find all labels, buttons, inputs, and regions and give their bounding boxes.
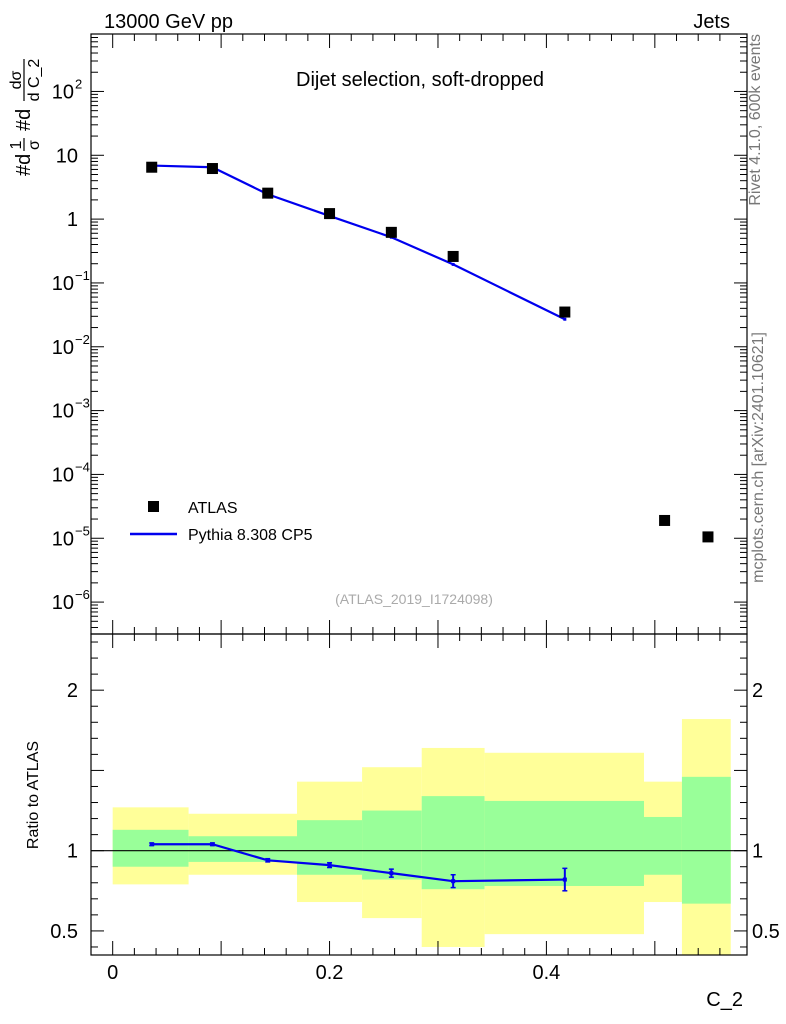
ratio-frame bbox=[90, 633, 748, 956]
ratio-point-2 bbox=[265, 858, 270, 863]
y-label-part-num2: dσ bbox=[8, 70, 25, 89]
x-tick-label: 0.2 bbox=[316, 962, 344, 984]
y-tick-label: 10 bbox=[56, 145, 78, 167]
ratio-point-1 bbox=[210, 842, 215, 847]
y-tick-label-exponent: 2 bbox=[75, 76, 82, 91]
y-tick-label: 1 bbox=[67, 209, 78, 231]
atlas-point-8 bbox=[702, 531, 714, 543]
mcplots-label: mcplots.cern.ch [arXiv:2401.10621] bbox=[750, 332, 767, 583]
y-label-part-n1: #d bbox=[13, 154, 35, 176]
x-tick-label: 0 bbox=[107, 962, 118, 984]
atlas-point-6 bbox=[559, 306, 571, 318]
atlas-point-0 bbox=[146, 161, 158, 173]
ratio-plot-marks bbox=[91, 842, 747, 892]
main-plot-marks bbox=[146, 161, 714, 543]
y-tick-label-exponent: −6 bbox=[75, 587, 90, 602]
legend-marker-atlas bbox=[148, 501, 159, 512]
y-label-part-den2: d C_2 bbox=[26, 59, 43, 102]
y-tick-label: 10 bbox=[52, 273, 74, 295]
plot-title: Dijet selection, soft-dropped bbox=[296, 69, 544, 91]
pythia-point-5 bbox=[451, 262, 455, 266]
ratio-y-axis-label: Ratio to ATLAS bbox=[25, 741, 42, 849]
y-tick-label: 10 bbox=[52, 337, 74, 359]
ratio-y-tick-label-left: 0.5 bbox=[50, 921, 78, 943]
ratio-bands bbox=[112, 719, 731, 955]
y-label-part-d1: σ bbox=[26, 140, 43, 150]
legend: ATLAS Pythia 8.308 CP5 bbox=[130, 500, 313, 544]
y-tick-label: 10 bbox=[52, 592, 74, 614]
ratio-y-tick-label-left: 1 bbox=[67, 841, 78, 863]
analysis-tag: (ATLAS_2019_I1724098) bbox=[335, 591, 493, 607]
ratio-point-5 bbox=[451, 879, 456, 884]
stat-uncertainty-band-4 bbox=[421, 796, 485, 890]
ratio-point-4 bbox=[389, 871, 394, 876]
energy-label: 13000 GeV pp bbox=[104, 11, 233, 33]
ratio-y-tick-label-left: 2 bbox=[67, 680, 78, 702]
rivet-label: Rivet 4.1.0, 600k events bbox=[747, 34, 764, 206]
y-tick-label-exponent: −5 bbox=[75, 523, 90, 538]
atlas-point-7 bbox=[659, 514, 671, 526]
process-label: Jets bbox=[693, 11, 730, 33]
y-tick-label: 10 bbox=[52, 528, 74, 550]
pythia-point-6 bbox=[563, 317, 567, 321]
stat-uncertainty-band-6 bbox=[643, 816, 682, 875]
ratio-point-6 bbox=[562, 877, 567, 882]
y-tick-label: 10 bbox=[52, 464, 74, 486]
legend-label-atlas: ATLAS bbox=[188, 500, 238, 517]
main-frame bbox=[90, 33, 748, 635]
atlas-point-3 bbox=[324, 208, 336, 220]
x-tick-label: 0.4 bbox=[532, 962, 560, 984]
pythia-line bbox=[151, 164, 566, 321]
stat-uncertainty-band-3 bbox=[362, 810, 422, 880]
ratio-y-tick-label-right: 0.5 bbox=[752, 921, 780, 943]
atlas-point-4 bbox=[385, 226, 397, 238]
main-y-axis-label: #d 1 σ #d dσ d C_2 bbox=[8, 59, 43, 176]
atlas-point-5 bbox=[447, 250, 459, 262]
ratio-point-0 bbox=[149, 842, 154, 847]
stat-uncertainty-band-7 bbox=[681, 776, 731, 904]
atlas-point-2 bbox=[262, 187, 274, 199]
ratio-y-tick-label-right: 1 bbox=[752, 841, 763, 863]
legend-label-pythia: Pythia 8.308 CP5 bbox=[188, 527, 313, 544]
y-label-part-num1: 1 bbox=[8, 140, 25, 149]
ratio-point-3 bbox=[327, 863, 332, 868]
stat-uncertainty-band-1 bbox=[188, 836, 298, 862]
y-tick-label: 10 bbox=[52, 401, 74, 423]
x-axis-label: C_2 bbox=[706, 989, 743, 1011]
stat-uncertainty-band-0 bbox=[112, 829, 189, 867]
y-label-part-n2: #d bbox=[13, 109, 35, 131]
y-tick-label-exponent: −3 bbox=[75, 396, 90, 411]
ratio-y-tick-label-right: 2 bbox=[752, 680, 763, 702]
y-tick-label-exponent: −4 bbox=[75, 459, 90, 474]
y-tick-label-exponent: −1 bbox=[75, 268, 90, 283]
y-tick-label-exponent: −2 bbox=[75, 332, 90, 347]
y-tick-label: 10 bbox=[52, 81, 74, 103]
atlas-point-1 bbox=[206, 163, 218, 175]
